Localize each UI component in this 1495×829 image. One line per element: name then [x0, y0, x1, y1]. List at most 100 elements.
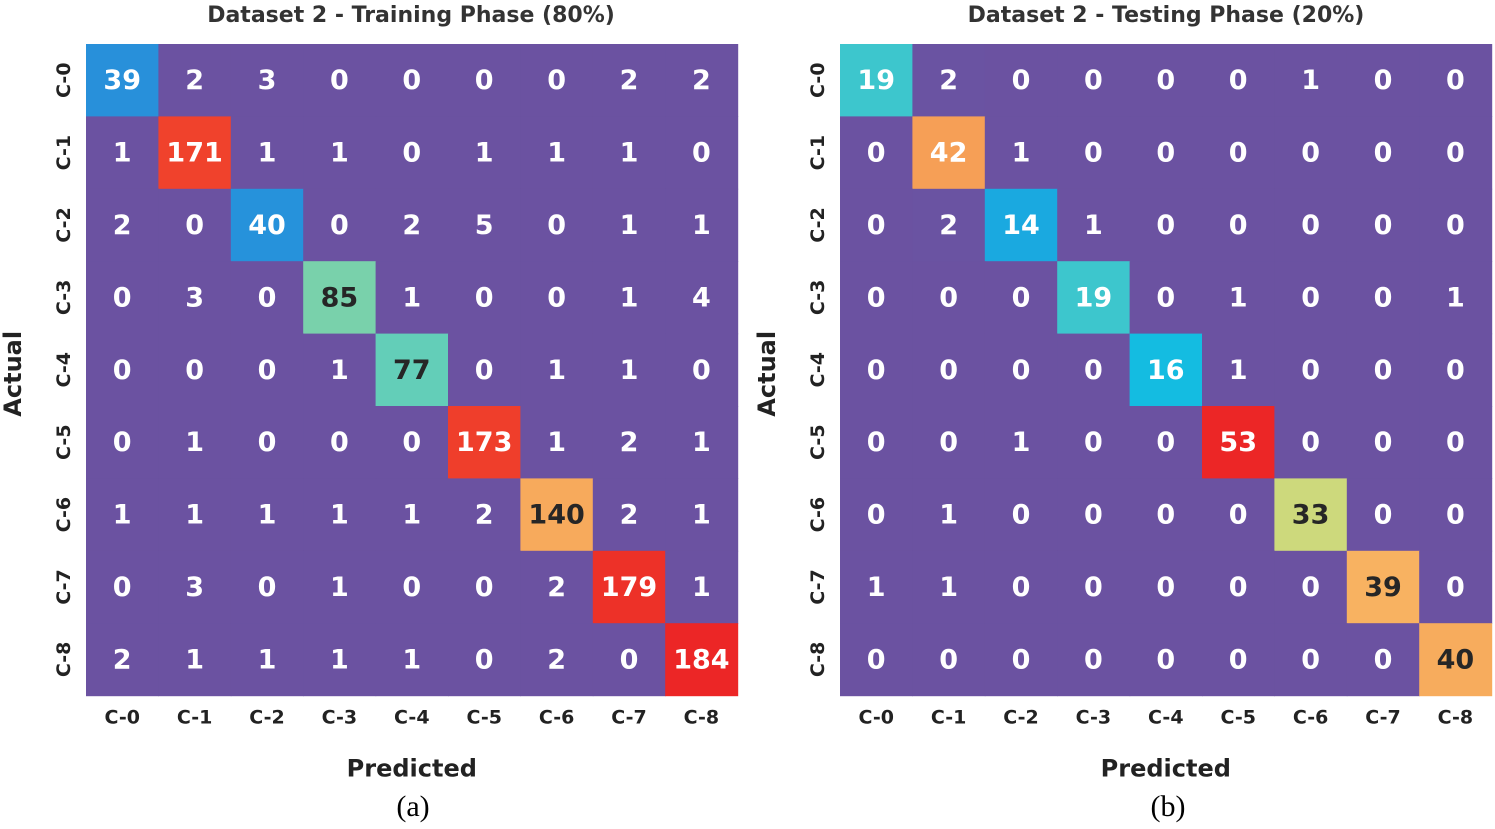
- heatmap-cell: [840, 116, 913, 190]
- y-tick-label: C-2: [53, 207, 75, 243]
- cell-value-label: 2: [475, 500, 494, 531]
- cell-value-label: 2: [113, 644, 132, 675]
- heatmap-cell: [520, 333, 594, 407]
- heatmap-cell: [912, 406, 986, 479]
- cell-value-label: 0: [185, 210, 204, 241]
- heatmap-cell: [912, 623, 986, 697]
- cell-value-label: 184: [673, 644, 729, 675]
- heatmap-cell: [1129, 333, 1203, 407]
- heatmap-chart-0: Dataset 2 - Training Phase (80%) 39 2 3 0 0 0 0…: [0, 3, 739, 823]
- y-tick-label: C-4: [53, 352, 75, 388]
- heatmap-cell: [1419, 188, 1493, 262]
- cell-value-label: 85: [321, 282, 359, 313]
- cell-value-label: 0: [1301, 138, 1320, 169]
- cell-value-label: 0: [1374, 65, 1393, 96]
- cell-value-label: 0: [1301, 572, 1320, 603]
- heatmap-cell: [375, 550, 449, 624]
- x-tick-label: C-7: [1365, 707, 1401, 729]
- heatmap-cell: [303, 188, 377, 262]
- heatmap-cell: [303, 333, 377, 407]
- heatmap-cell: [1419, 623, 1493, 697]
- heatmap-cell: [1419, 478, 1493, 552]
- heatmap-cell: [1057, 478, 1131, 552]
- heatmap-cell: [1129, 406, 1203, 479]
- cell-value-label: 0: [402, 572, 421, 603]
- heatmap-cell: [592, 44, 666, 117]
- heatmap-cell: [912, 333, 986, 407]
- cell-value-label: 0: [1229, 65, 1248, 96]
- y-tick-label: C-2: [807, 207, 829, 243]
- cell-value-label: 0: [1156, 65, 1175, 96]
- heatmap-cell: [230, 188, 304, 262]
- cell-value-label: 0: [1229, 138, 1248, 169]
- heatmap-cell: [230, 623, 304, 697]
- cell-value-label: 1: [547, 355, 566, 386]
- heatmap-cell: [665, 406, 739, 479]
- cell-value-label: 0: [1374, 355, 1393, 386]
- cell-value-label: 179: [601, 572, 657, 603]
- heatmap-cell: [86, 333, 159, 407]
- heatmap-cell: [448, 478, 521, 552]
- heatmap-cell: [1129, 44, 1203, 117]
- heatmap-cell: [230, 44, 304, 117]
- cell-value-label: 0: [113, 572, 132, 603]
- cell-value-label: 0: [185, 355, 204, 386]
- cell-value-label: 1: [1229, 355, 1248, 386]
- x-axis-label: Predicted: [347, 755, 477, 783]
- cell-value-label: 1: [547, 427, 566, 458]
- heatmap-cell: [665, 44, 739, 117]
- cell-value-label: 1: [258, 138, 277, 169]
- heatmap-cell: [1419, 550, 1493, 624]
- cell-value-label: 0: [1084, 138, 1103, 169]
- heatmap-cell: [1419, 261, 1493, 335]
- cell-value-label: 1: [1012, 138, 1031, 169]
- heatmap-cell: [1274, 261, 1348, 335]
- cell-value-label: 0: [402, 138, 421, 169]
- cell-value-label: 173: [456, 427, 512, 458]
- heatmap-cell: [230, 116, 304, 190]
- cell-value-label: 1: [330, 138, 349, 169]
- y-axis-label: Actual: [753, 331, 781, 417]
- cell-value-label: 0: [1156, 500, 1175, 531]
- heatmap-cell: [984, 550, 1058, 624]
- heatmap-cell: [448, 188, 521, 262]
- heatmap-cell: [1057, 333, 1131, 407]
- heatmap-cell: [1057, 188, 1131, 262]
- cell-value-label: 0: [1229, 644, 1248, 675]
- x-tick-label: C-2: [249, 707, 285, 729]
- cell-value-label: 39: [103, 65, 141, 96]
- heatmap-cell: [1346, 44, 1420, 117]
- heatmap-cell: [448, 44, 521, 117]
- heatmap-cell: [375, 406, 449, 479]
- x-tick-label: C-0: [104, 707, 140, 729]
- cell-value-label: 1: [258, 644, 277, 675]
- cell-value-label: 0: [330, 65, 349, 96]
- heatmap-cell: [1274, 333, 1348, 407]
- heatmap-cell: [1057, 406, 1131, 479]
- cell-value-label: 0: [1084, 65, 1103, 96]
- heatmap-cell: [520, 550, 594, 624]
- heatmap-cell: [665, 478, 739, 552]
- heatmap-cell: [1202, 406, 1275, 479]
- heatmap-cell: [303, 261, 377, 335]
- heatmap-cell: [520, 116, 594, 190]
- heatmap-cell: [375, 623, 449, 697]
- heatmap-cell: [158, 406, 232, 479]
- heatmap-cell: [230, 478, 304, 552]
- cell-value-label: 19: [857, 65, 895, 96]
- heatmap-cell: [592, 550, 666, 624]
- heatmap-cell: [1274, 188, 1348, 262]
- cell-value-label: 0: [620, 644, 639, 675]
- heatmap-cell: [912, 44, 986, 117]
- heatmap-cell: [840, 406, 913, 479]
- cell-value-label: 0: [1301, 282, 1320, 313]
- y-tick-label: C-8: [807, 642, 829, 678]
- heatmap-cell: [520, 623, 594, 697]
- y-axis-label: Actual: [0, 331, 27, 417]
- heatmap-cell: [520, 261, 594, 335]
- cell-value-label: 1: [939, 500, 958, 531]
- heatmap-cell: [1129, 478, 1203, 552]
- heatmap-cell: [665, 188, 739, 262]
- cell-value-label: 0: [1446, 355, 1465, 386]
